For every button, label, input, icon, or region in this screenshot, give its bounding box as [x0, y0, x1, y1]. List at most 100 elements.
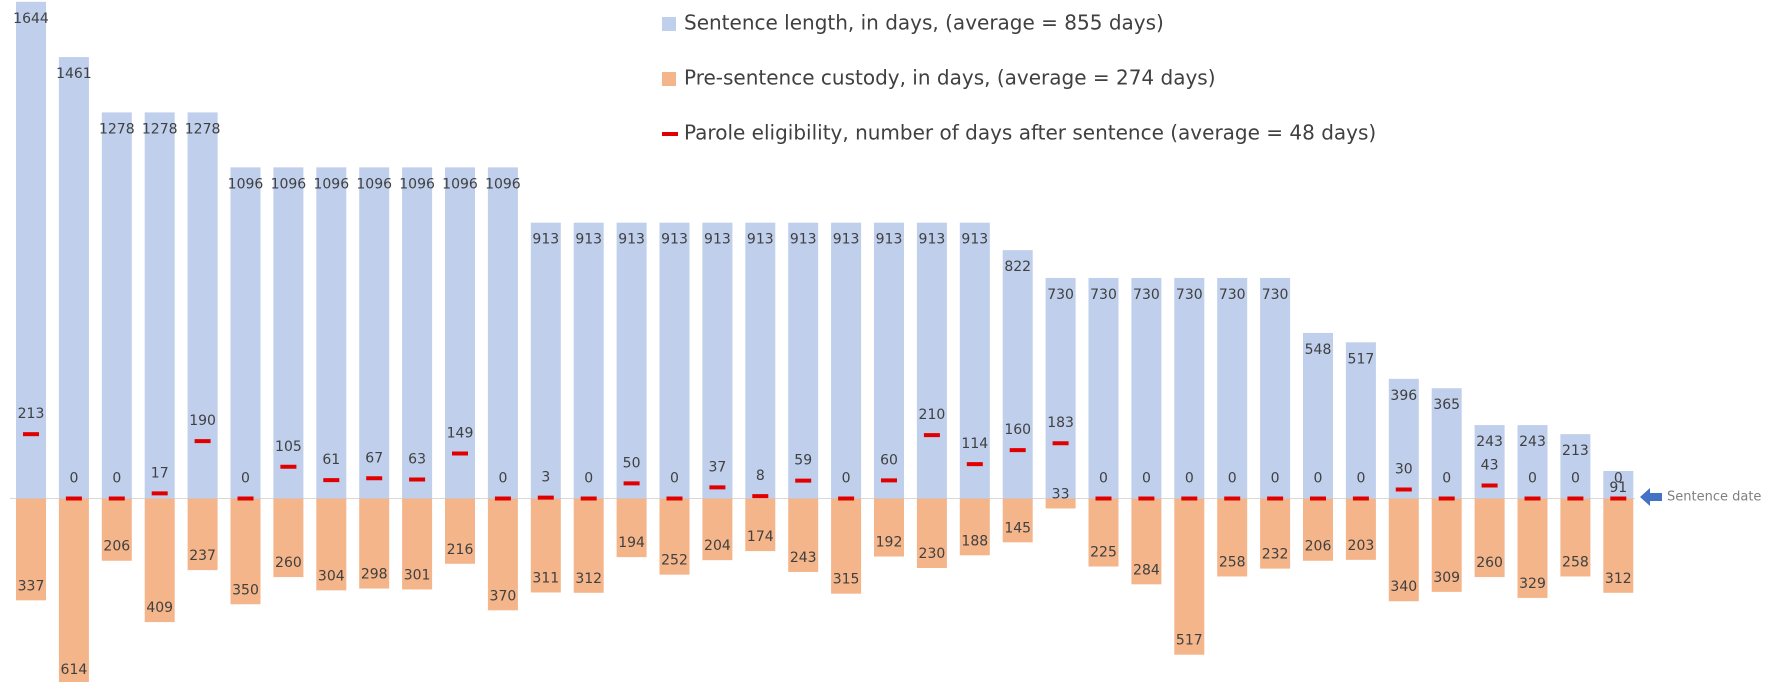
parole-label: 0 — [241, 471, 250, 487]
custody-label: 312 — [1605, 571, 1632, 587]
parole-label: 210 — [919, 407, 946, 423]
custody-bar — [144, 498, 175, 623]
sentence-bar — [788, 222, 819, 499]
custody-bar — [745, 498, 776, 552]
custody-label: 258 — [1562, 554, 1589, 570]
sentence-bar — [745, 222, 776, 499]
custody-bar — [1217, 498, 1248, 577]
parole-label: 105 — [275, 439, 302, 455]
parole-label: 0 — [1185, 471, 1194, 487]
custody-label: 192 — [876, 535, 903, 551]
parole-label: 0 — [1528, 471, 1537, 487]
custody-label: 284 — [1133, 562, 1160, 578]
sentence-label: 913 — [919, 232, 946, 248]
sentence-bar — [101, 112, 132, 499]
sentence-label: 243 — [1519, 434, 1546, 450]
parole-label: 17 — [151, 465, 169, 481]
parole-label: 30 — [1395, 461, 1413, 477]
custody-label: 409 — [146, 600, 173, 616]
custody-bar — [874, 498, 904, 557]
sentence-bar — [273, 167, 304, 499]
custody-label: 206 — [1305, 539, 1332, 555]
parole-label: 8 — [756, 468, 765, 484]
custody-label: 232 — [1262, 547, 1289, 563]
sentence-label: 730 — [1176, 287, 1203, 303]
sentence-bar — [1088, 277, 1119, 499]
sentence-label: 1096 — [399, 176, 435, 192]
sentence-bar — [659, 222, 690, 499]
legend-text: Sentence length, in days, (average = 855… — [684, 11, 1164, 35]
custody-bar — [16, 498, 46, 601]
sentence-bar — [702, 222, 733, 499]
sentence-bar — [831, 222, 862, 499]
sentence-label: 913 — [704, 232, 731, 248]
sentence-label: 1278 — [185, 121, 221, 137]
sentence-label: 1096 — [485, 176, 521, 192]
parole-label: 213 — [18, 406, 45, 422]
custody-label: 614 — [61, 662, 88, 678]
sentence-bar — [487, 167, 518, 499]
sentence-label: 1461 — [56, 66, 92, 82]
custody-bar — [359, 498, 390, 589]
sentence-label: 1644 — [13, 11, 49, 27]
custody-bar — [1474, 498, 1505, 578]
parole-label: 0 — [1314, 471, 1323, 487]
sentence-label: 913 — [833, 232, 860, 248]
custody-bar — [1002, 498, 1033, 543]
parole-label: 0 — [498, 471, 507, 487]
parole-label: 0 — [1571, 471, 1580, 487]
custody-bar — [1131, 498, 1162, 585]
custody-label: 260 — [275, 555, 302, 571]
parole-label: 183 — [1047, 415, 1074, 431]
custody-label: 304 — [318, 568, 345, 584]
sentence-bar — [316, 167, 347, 499]
custody-bar — [1560, 498, 1591, 577]
sentence-bar — [1303, 332, 1333, 499]
sentence-label: 913 — [618, 232, 645, 248]
sentence-bar — [144, 112, 175, 499]
sentence-bar — [1131, 277, 1162, 499]
custody-label: 252 — [661, 553, 688, 569]
parole-label: 0 — [670, 471, 679, 487]
parole-label: 0 — [1271, 471, 1280, 487]
sentence-bar — [1045, 277, 1076, 499]
parole-label: 37 — [708, 459, 726, 475]
sentence-label: 396 — [1390, 388, 1417, 404]
sentence-bar — [1431, 388, 1462, 499]
parole-label: 0 — [1356, 471, 1365, 487]
custody-label: 312 — [575, 571, 602, 587]
sentence-bar — [445, 167, 475, 499]
baseline-annotation: Sentence date — [1667, 490, 1761, 505]
sentence-bar — [1002, 250, 1033, 499]
sentence-label: 913 — [747, 232, 774, 248]
sentence-label: 365 — [1433, 397, 1460, 413]
sentence-label: 213 — [1562, 443, 1589, 459]
custody-label: 225 — [1090, 544, 1117, 560]
sentence-bar — [1517, 425, 1548, 499]
sentence-label: 730 — [1262, 287, 1289, 303]
custody-bar — [1260, 498, 1291, 569]
custody-label: 370 — [490, 588, 517, 604]
sentence-label: 1096 — [313, 176, 349, 192]
custody-bar — [1388, 498, 1419, 602]
parole-label: 0 — [584, 471, 593, 487]
sentence-label: 730 — [1219, 287, 1246, 303]
sentence-label: 91 — [1609, 480, 1627, 496]
parole-label: 0 — [112, 471, 121, 487]
custody-label: 174 — [747, 529, 774, 545]
custody-label: 33 — [1052, 486, 1070, 502]
sentence-bar — [58, 57, 89, 499]
sentence-label: 730 — [1133, 287, 1160, 303]
sentence-label: 913 — [961, 232, 988, 248]
sentence-bar — [16, 1, 46, 499]
parole-label: 190 — [189, 413, 216, 429]
parole-label: 0 — [1228, 471, 1237, 487]
parole-label: 160 — [1004, 422, 1031, 438]
custody-label: 298 — [361, 567, 388, 583]
sentence-bar — [1174, 277, 1205, 499]
sentence-label: 1096 — [228, 176, 264, 192]
sentence-bar — [1560, 434, 1591, 499]
sentence-label: 913 — [575, 232, 602, 248]
parole-label: 59 — [794, 453, 812, 469]
